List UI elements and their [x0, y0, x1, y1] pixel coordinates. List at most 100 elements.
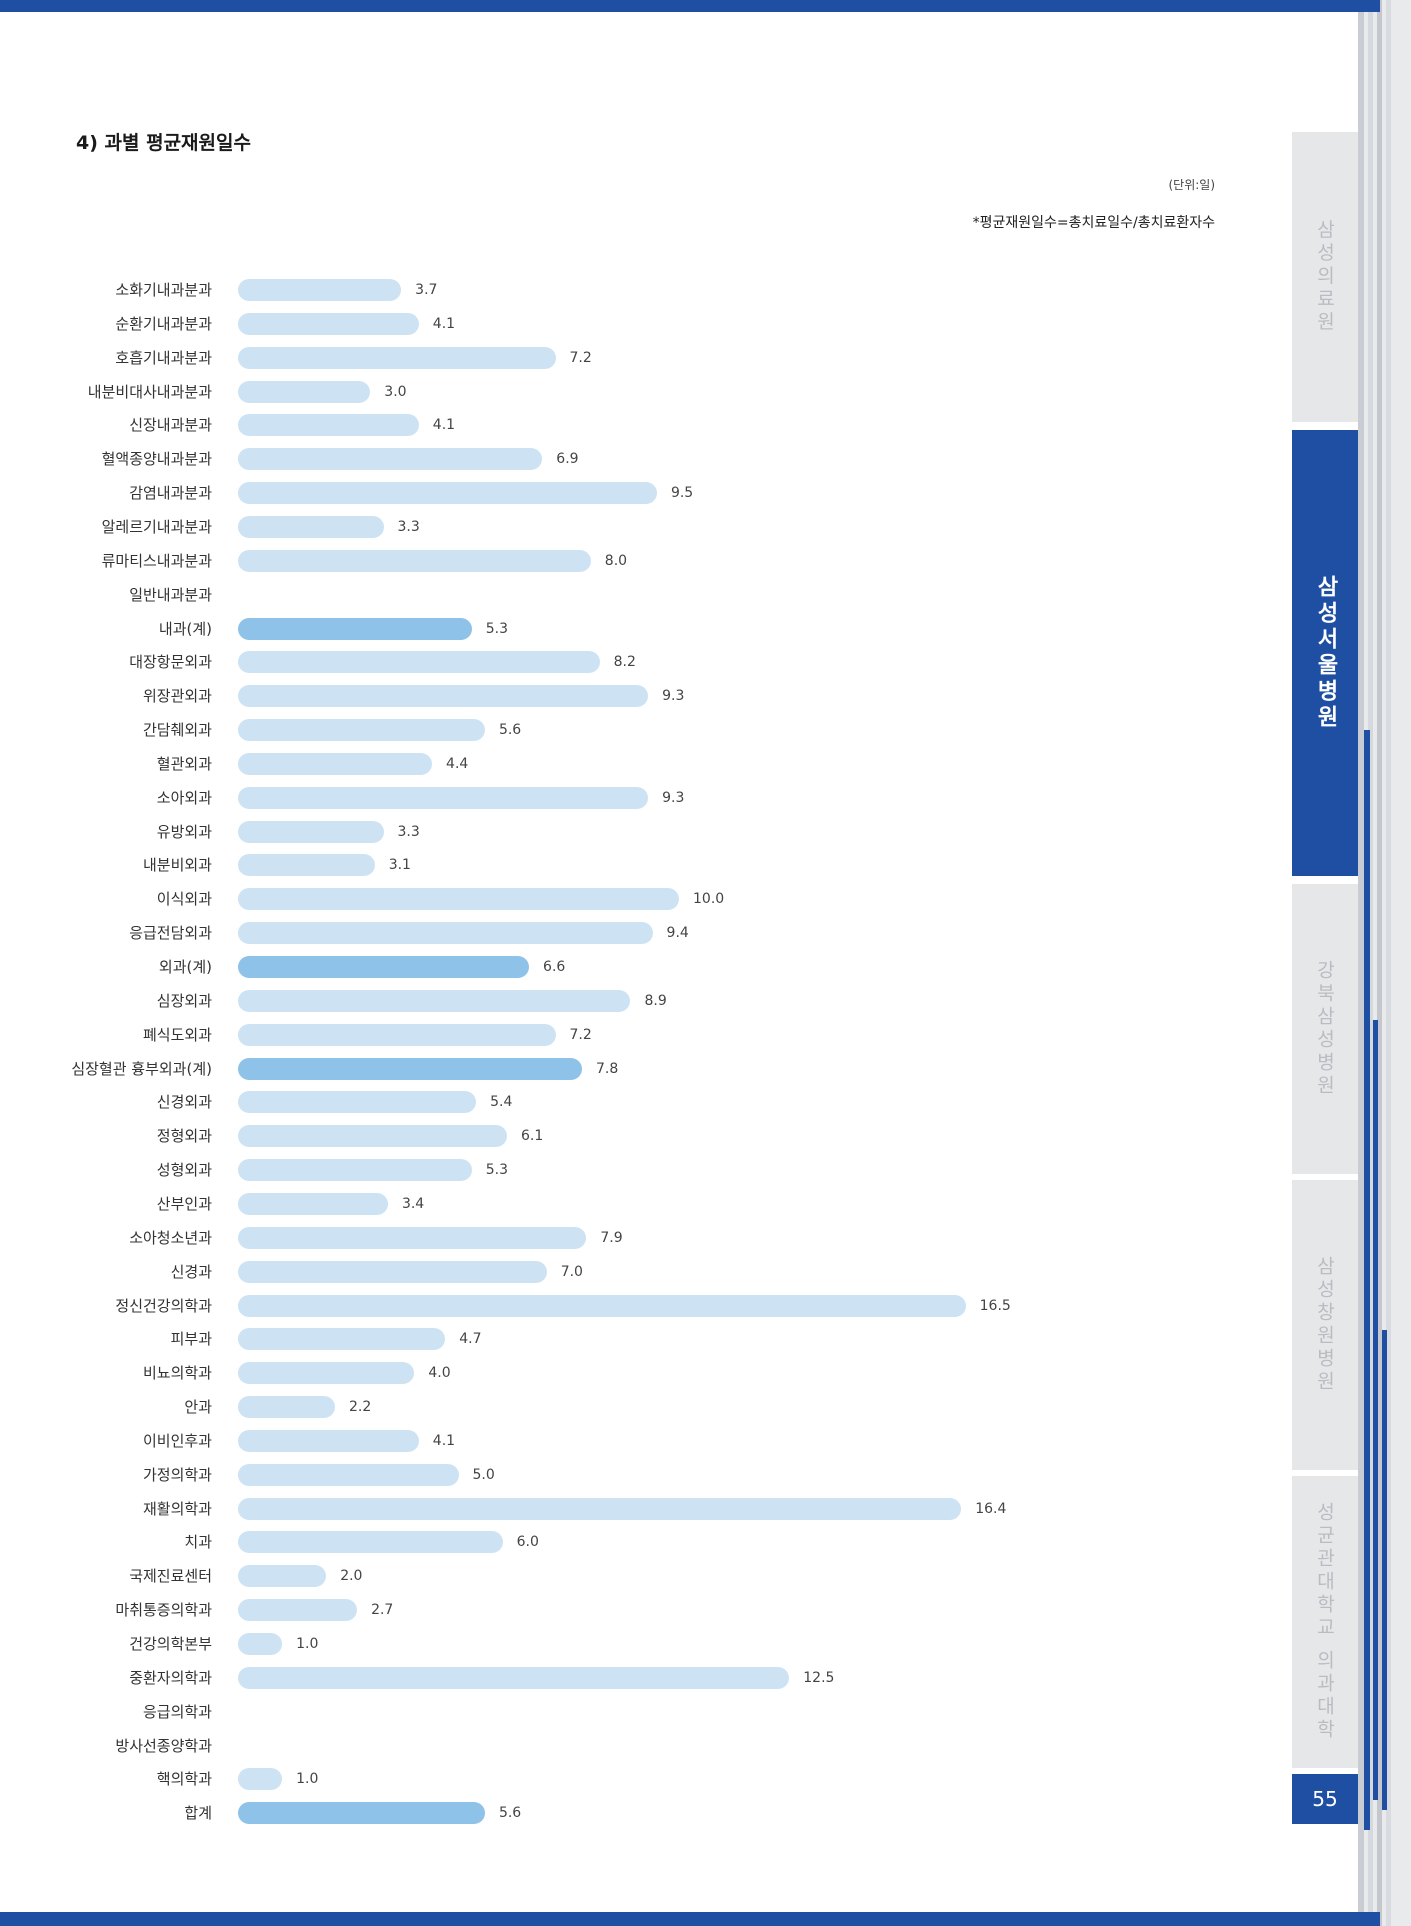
category-label: 위장관외과 [142, 687, 212, 706]
page-number: 55 [1292, 1774, 1358, 1824]
bar [238, 820, 384, 843]
bar [238, 549, 591, 572]
bar [238, 1463, 459, 1486]
page-edge [1377, 0, 1382, 1926]
page-edge-accent [1382, 1330, 1387, 1810]
bar [238, 1429, 419, 1452]
value-label: 9.3 [662, 688, 685, 705]
tab-samsung-changwon-hospital[interactable]: 삼성창원병원 [1292, 1180, 1358, 1470]
value-label: 8.0 [604, 552, 628, 569]
category-label: 외과(계) [158, 958, 212, 976]
category-label: 비뇨의학과 [142, 1364, 212, 1383]
category-label: 신장내과분과 [129, 416, 212, 435]
tab-label: 성균관대학교 의과대학 [1313, 1501, 1336, 1743]
value-label: 7.2 [569, 349, 592, 366]
bar [238, 1057, 582, 1080]
value-label: 12.5 [803, 1669, 835, 1686]
bar [238, 956, 530, 978]
bar [238, 1125, 507, 1148]
value-label: 6.6 [543, 959, 566, 975]
category-label: 건강의학본부 [129, 1635, 212, 1653]
value-label: 6.0 [516, 1534, 539, 1551]
value-label: 7.0 [560, 1263, 583, 1280]
category-label: 치과 [184, 1533, 212, 1552]
bar [238, 786, 649, 809]
value-label: 3.7 [415, 282, 438, 298]
category-label: 소아외과 [156, 788, 212, 807]
bar [238, 279, 402, 301]
unit-label: (단위:일) [1168, 178, 1215, 192]
value-label: 5.4 [490, 1094, 513, 1111]
value-label: 4.0 [428, 1365, 451, 1382]
category-label: 합계 [184, 1804, 212, 1823]
category-label: 국제진료센터 [129, 1567, 212, 1586]
bar [238, 1565, 327, 1588]
category-label: 감염내과분과 [129, 484, 212, 503]
value-label: 2.0 [340, 1568, 363, 1585]
page-edge-accent [1364, 730, 1370, 1830]
bar [238, 1802, 485, 1825]
value-label: 3.3 [397, 823, 420, 840]
category-label: 소아청소년과 [129, 1228, 212, 1247]
category-label: 피부과 [170, 1330, 212, 1349]
bar [238, 752, 433, 775]
value-label: 6.1 [521, 1128, 544, 1145]
bar [238, 346, 556, 369]
tab-kangbuk-samsung-hospital[interactable]: 강북삼성병원 [1292, 884, 1358, 1174]
bar-chart: 소화기내과분과 3.7 순환기내과분과 4.1 호흡기내과분과 7.2 내분비대사내과분과 3… [71, 279, 1011, 1825]
value-label: 4.1 [432, 1432, 456, 1449]
value-label: 7.9 [600, 1229, 623, 1246]
bar [238, 685, 649, 708]
category-label: 내과(계) [158, 619, 212, 638]
side-tabs: 삼성의료원 삼성서울병원 강북삼성병원 삼성창원병원 성균관대학교 의과대학 [1292, 0, 1360, 1926]
top-border [0, 0, 1380, 12]
bar [238, 1362, 415, 1385]
paper-sheet [0, 0, 1358, 1926]
value-label: 5.3 [485, 1162, 508, 1179]
bar [238, 1633, 283, 1655]
value-label: 6.9 [556, 451, 579, 468]
tab-samsung-seoul-hospital[interactable]: 삼성서울병원 [1292, 430, 1358, 876]
bar [238, 515, 384, 538]
bar [238, 482, 657, 505]
value-label: 1.0 [296, 1636, 319, 1652]
value-label: 5.6 [498, 722, 522, 739]
bar [238, 1260, 547, 1283]
bar [238, 922, 653, 945]
category-label: 알레르기내과분과 [101, 517, 212, 536]
category-label: 신경과 [170, 1262, 212, 1281]
category-label: 류마티스내과분과 [101, 551, 212, 570]
bar [238, 651, 600, 674]
value-label: 4.7 [459, 1331, 482, 1348]
value-label: 5.6 [498, 1805, 522, 1822]
category-label: 안과 [184, 1398, 212, 1417]
bar [238, 617, 472, 640]
category-label: 방사선종양학과 [115, 1736, 212, 1755]
category-label: 유방외과 [156, 822, 212, 841]
category-label: 순환기내과분과 [115, 314, 212, 333]
category-label: 산부인과 [156, 1194, 212, 1213]
category-label: 소화기내과분과 [115, 281, 212, 299]
category-label: 응급의학과 [142, 1702, 212, 1721]
tab-samsung-medical-center[interactable]: 삼성의료원 [1292, 132, 1358, 422]
bar [238, 854, 375, 877]
category-label: 정형외과 [156, 1127, 212, 1146]
value-label: 2.7 [371, 1602, 394, 1619]
tab-skku-medical-school[interactable]: 성균관대학교 의과대학 [1292, 1476, 1358, 1768]
category-label: 중환자의학과 [129, 1668, 212, 1687]
bar [238, 1531, 503, 1554]
bar [238, 989, 631, 1012]
bar [238, 1192, 388, 1215]
bar [238, 1226, 587, 1249]
bar [238, 448, 543, 471]
value-label: 2.2 [349, 1399, 372, 1416]
bar [238, 1023, 556, 1046]
category-label: 대장항문외과 [129, 653, 212, 672]
bar [238, 1091, 477, 1114]
bar [238, 1497, 962, 1520]
tab-label: 삼성창원병원 [1313, 1256, 1336, 1394]
category-label: 이비인후과 [142, 1431, 212, 1450]
bar [238, 1159, 472, 1182]
category-label: 혈액종양내과분과 [101, 450, 212, 469]
